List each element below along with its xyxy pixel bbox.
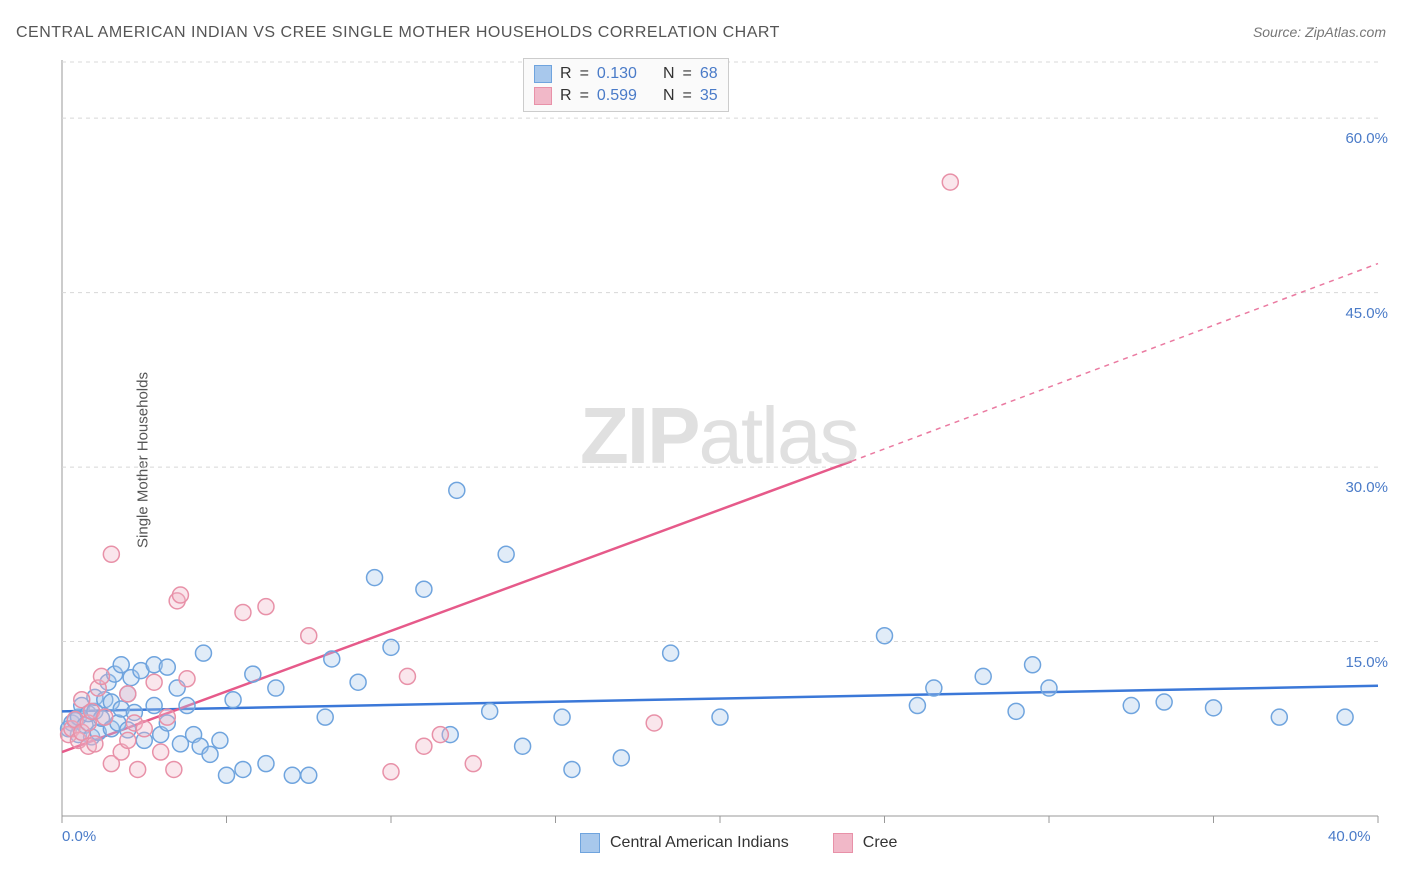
r-label: R (560, 65, 572, 83)
r-eq: = (580, 87, 589, 105)
stats-legend: R = 0.130 N = 68 R = 0.599 N = 35 (523, 58, 729, 112)
stats-row-pink: R = 0.599 N = 35 (534, 85, 718, 107)
r-value-blue: 0.130 (597, 65, 637, 83)
x-tick-label: 40.0% (1328, 828, 1371, 845)
bottom-legend: Central American Indians Cree (580, 833, 897, 853)
stats-row-blue: R = 0.130 N = 68 (534, 63, 718, 85)
legend-label-blue: Central American Indians (610, 834, 789, 852)
n-eq: = (683, 65, 692, 83)
n-value-blue: 68 (700, 65, 718, 83)
chart-title: CENTRAL AMERICAN INDIAN VS CREE SINGLE M… (16, 24, 780, 42)
swatch-pink (534, 87, 552, 105)
n-value-pink: 35 (700, 87, 718, 105)
swatch-blue (534, 65, 552, 83)
source-attribution: Source: ZipAtlas.com (1253, 24, 1386, 40)
r-eq: = (580, 65, 589, 83)
y-tick-label: 45.0% (1345, 305, 1388, 322)
legend-swatch-pink (833, 833, 853, 853)
n-label: N (663, 65, 675, 83)
y-tick-label: 60.0% (1345, 130, 1388, 147)
legend-swatch-blue (580, 833, 600, 853)
n-eq: = (683, 87, 692, 105)
y-tick-label: 30.0% (1345, 479, 1388, 496)
y-tick-label: 15.0% (1345, 654, 1388, 671)
scatter-plot (50, 60, 1390, 850)
legend-label-pink: Cree (863, 834, 898, 852)
r-value-pink: 0.599 (597, 87, 637, 105)
x-tick-label: 0.0% (62, 828, 96, 845)
chart-area: Single Mother Households ZIPatlas R = 0.… (50, 60, 1390, 850)
n-label: N (663, 87, 675, 105)
r-label: R (560, 87, 572, 105)
